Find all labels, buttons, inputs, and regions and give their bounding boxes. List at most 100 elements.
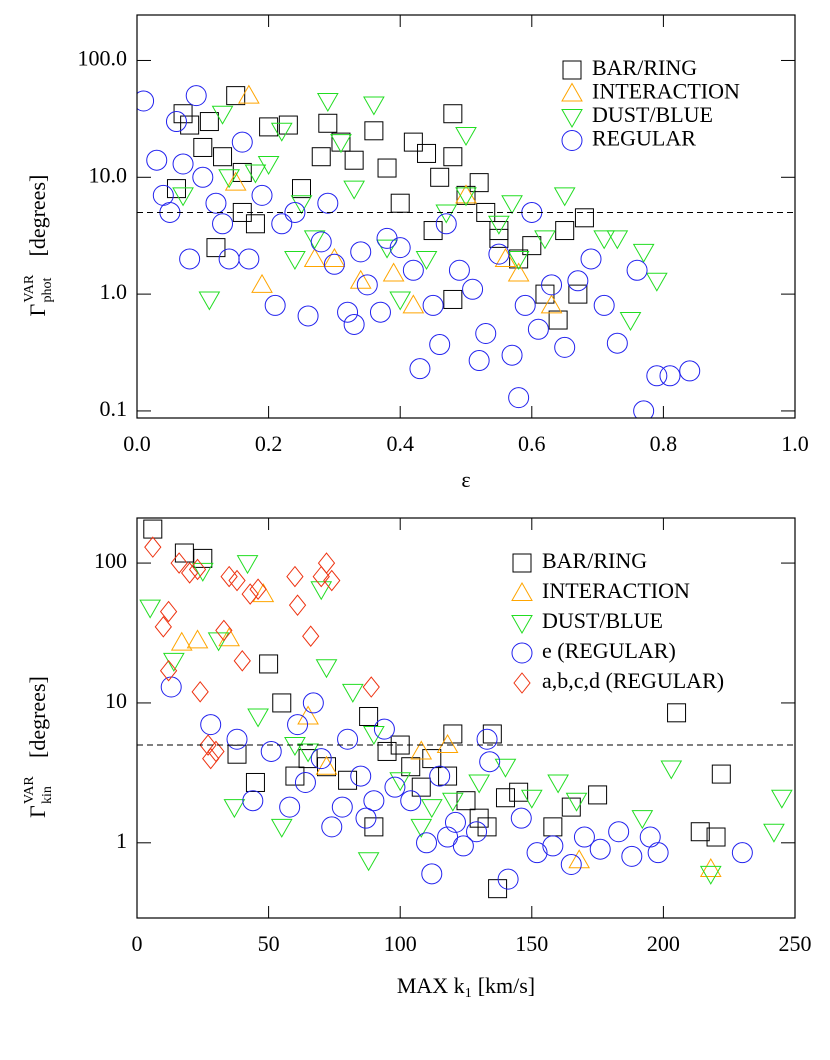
marker-circle: [226, 728, 248, 750]
marker-triangle-down: [389, 291, 412, 311]
marker-triangle-down: [290, 195, 313, 215]
legend-marker: [562, 60, 582, 80]
x-axis-label-main: MAX k: [397, 973, 465, 998]
marker-circle: [608, 821, 630, 843]
marker-triangle-down: [488, 215, 510, 235]
marker-square: [298, 749, 318, 769]
marker-triangle-down: [534, 230, 556, 250]
marker-square: [443, 104, 463, 124]
x-tick-label: 0.2: [255, 431, 283, 456]
marker-triangle-up: [224, 171, 247, 191]
x-tick-label: 0: [132, 931, 143, 956]
marker-diamond: [228, 569, 246, 592]
marker-triangle-down: [441, 792, 464, 812]
marker-circle: [437, 826, 459, 848]
legend-label: a,b,c,d (REGULAR): [542, 668, 724, 693]
marker-triangle-down: [162, 652, 185, 672]
marker-triangle-down: [315, 659, 338, 679]
marker-triangle-down: [593, 230, 616, 250]
marker-triangle-down: [619, 312, 642, 332]
marker-circle: [589, 838, 611, 860]
marker-square: [245, 214, 265, 234]
x-tick-label: 0.8: [650, 431, 678, 456]
marker-triangle-down: [553, 187, 576, 207]
marker-square: [377, 158, 397, 178]
marker-triangle-down: [270, 818, 293, 838]
marker-square: [213, 147, 233, 167]
marker-circle: [185, 85, 207, 107]
y-tick-label: 1: [116, 828, 127, 853]
marker-square: [667, 703, 687, 723]
marker-triangle-down: [501, 195, 523, 215]
marker-circle: [508, 387, 530, 409]
marker-square: [690, 822, 710, 842]
marker-square: [173, 104, 193, 124]
marker-circle: [172, 153, 194, 175]
y-axis-label-unit: [degrees]: [25, 175, 50, 257]
marker-square: [377, 741, 397, 761]
marker-triangle-down: [218, 169, 240, 189]
marker-square: [180, 115, 200, 135]
marker-diamond: [191, 681, 209, 703]
marker-circle: [542, 835, 564, 857]
marker-diamond: [180, 562, 199, 584]
marker-circle: [573, 826, 595, 848]
marker-square: [401, 757, 421, 777]
marker-triangle-down: [303, 230, 326, 250]
marker-diamond: [144, 536, 162, 558]
marker-triangle-up: [251, 273, 273, 293]
marker-square: [285, 766, 305, 786]
marker-triangle-down: [363, 725, 385, 745]
marker-square: [509, 782, 529, 802]
marker-circle: [294, 771, 316, 793]
marker-triangle-down: [547, 774, 569, 794]
marker-triangle-down: [247, 708, 269, 728]
marker-circle: [639, 826, 661, 848]
marker-triangle-up: [402, 294, 425, 314]
marker-square: [477, 817, 497, 837]
x-tick-label: 100: [384, 931, 417, 956]
marker-circle: [633, 400, 655, 418]
marker-circle: [422, 294, 444, 316]
marker-circle: [468, 350, 490, 372]
marker-triangle-down: [244, 164, 267, 184]
x-tick-label: 200: [647, 931, 680, 956]
marker-circle: [310, 748, 332, 770]
marker-square: [489, 228, 509, 248]
marker-triangle-up: [699, 857, 722, 877]
marker-circle: [287, 714, 309, 736]
marker-circle: [541, 274, 563, 296]
marker-square: [245, 772, 265, 792]
marker-circle: [238, 248, 260, 270]
marker-circle: [297, 305, 319, 327]
marker-circle: [479, 751, 501, 773]
marker-square: [574, 208, 594, 228]
marker-circle: [488, 243, 510, 265]
marker-circle: [323, 253, 345, 275]
legend-label: BAR/RING: [542, 548, 647, 573]
marker-circle: [527, 318, 549, 340]
marker-triangle-down: [376, 239, 398, 259]
marker-circle: [321, 816, 343, 838]
legend-marker: [561, 130, 583, 151]
marker-square: [364, 121, 384, 141]
marker-square: [193, 548, 213, 568]
marker-triangle-down: [632, 243, 655, 263]
marker-triangle-up: [303, 247, 326, 267]
y-tick-label: 1.0: [100, 279, 128, 304]
marker-triangle-down: [455, 187, 477, 207]
marker-circle: [337, 728, 359, 750]
x-axis-label: ε: [461, 467, 470, 492]
marker-diamond: [241, 583, 259, 605]
x-tick-label: 50: [258, 931, 280, 956]
marker-triangle-down: [520, 789, 543, 809]
marker-square: [711, 764, 731, 784]
marker-square: [359, 706, 379, 726]
marker-triangle-down: [455, 127, 477, 147]
marker-square: [272, 693, 292, 713]
marker-triangle-down: [507, 250, 530, 270]
marker-square: [555, 221, 575, 241]
marker-triangle-up: [237, 84, 260, 104]
marker-square: [535, 284, 555, 304]
